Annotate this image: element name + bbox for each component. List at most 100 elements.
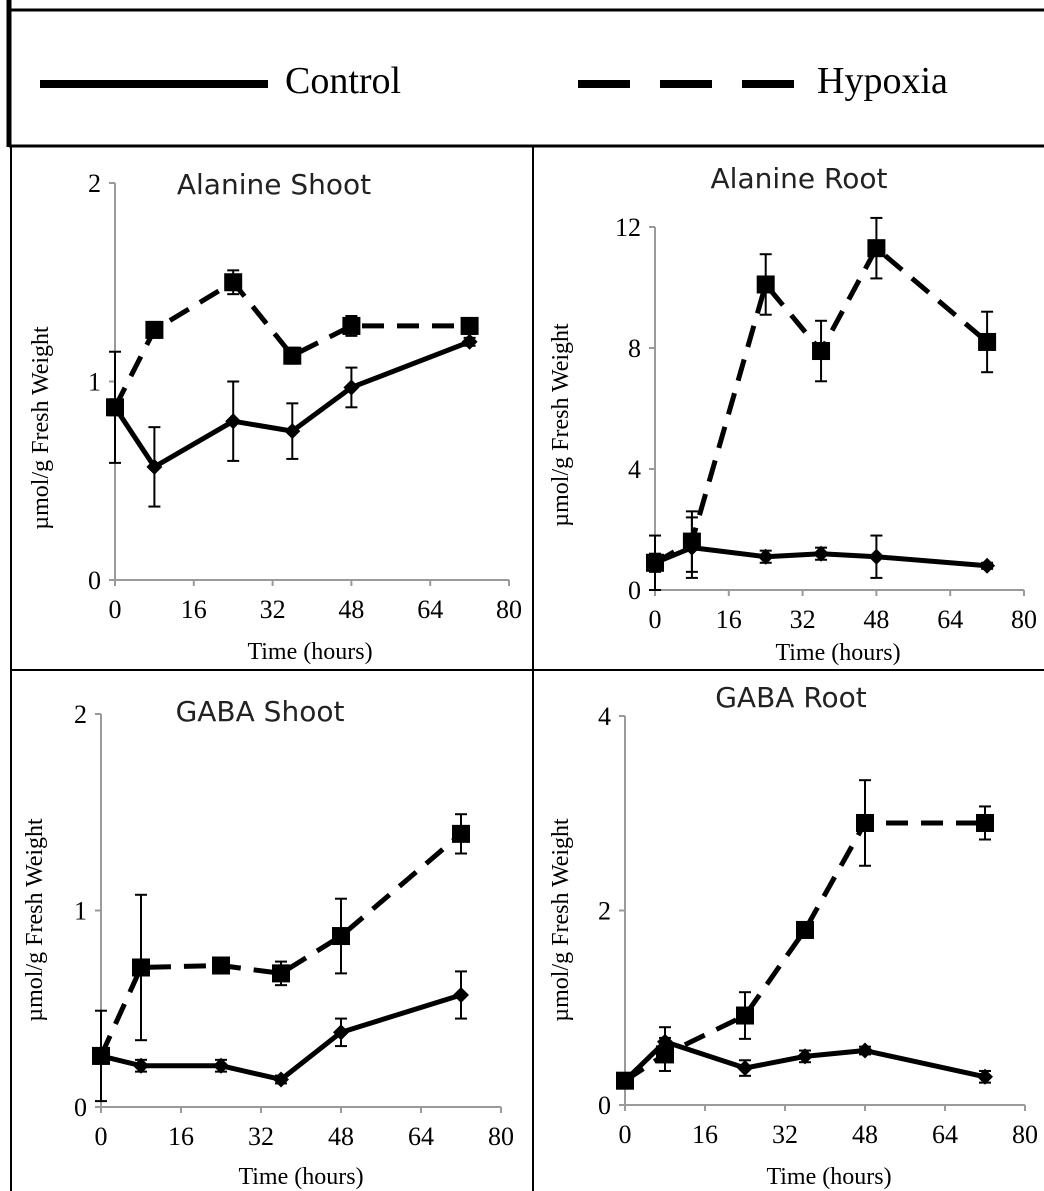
hypoxia-marker bbox=[796, 920, 814, 939]
hypoxia-marker bbox=[460, 316, 479, 335]
x-tick-label: 64 bbox=[932, 1120, 958, 1149]
panel-title: Alanine Shoot bbox=[177, 168, 371, 201]
y-tick-label: 0 bbox=[628, 576, 641, 605]
x-tick-label: 64 bbox=[937, 605, 963, 634]
control-marker bbox=[284, 423, 301, 440]
x-tick-label: 64 bbox=[417, 595, 443, 624]
x-tick-label: 48 bbox=[338, 595, 364, 624]
x-tick-label: 80 bbox=[488, 1122, 514, 1151]
y-tick-label: 1 bbox=[88, 368, 101, 397]
y-tick-label: 2 bbox=[74, 700, 87, 729]
control-marker bbox=[797, 1048, 813, 1065]
x-axis-label: Time (hours) bbox=[247, 639, 372, 665]
hypoxia-marker bbox=[212, 956, 230, 975]
x-tick-label: 0 bbox=[95, 1122, 108, 1151]
x-tick-label: 32 bbox=[248, 1122, 274, 1151]
x-axis-label: Time (hours) bbox=[775, 640, 900, 666]
control-marker bbox=[225, 413, 242, 430]
control-marker bbox=[737, 1060, 753, 1077]
x-tick-label: 16 bbox=[181, 595, 207, 624]
x-tick-label: 16 bbox=[692, 1120, 718, 1149]
control-marker bbox=[453, 986, 469, 1003]
hypoxia-marker bbox=[736, 1006, 754, 1025]
hypoxia-marker bbox=[283, 346, 302, 365]
y-axis-label: µmol/g Fresh Weight bbox=[548, 818, 574, 1022]
x-tick-label: 64 bbox=[408, 1122, 434, 1151]
y-axis-label: µmol/g Fresh Weight bbox=[548, 323, 574, 527]
x-axis-label: Time (hours) bbox=[766, 1164, 891, 1190]
y-tick-label: 2 bbox=[88, 169, 101, 198]
hypoxia-marker bbox=[145, 320, 164, 339]
hypoxia-marker bbox=[976, 813, 994, 832]
y-tick-label: 2 bbox=[598, 897, 611, 926]
plot-area: 0 1 2 0 16 32 48 64 80 bbox=[88, 169, 522, 624]
legend: Control Hypoxia bbox=[6, 0, 1044, 148]
panel-title: GABA Shoot bbox=[176, 695, 345, 728]
hypoxia-marker bbox=[452, 824, 470, 843]
y-tick-label: 12 bbox=[615, 213, 641, 242]
x-tick-label: 0 bbox=[619, 1120, 632, 1149]
x-tick-label: 16 bbox=[168, 1122, 194, 1151]
panel-alanine-shoot: Alanine Shoot µmol/g Fresh Weight Time (… bbox=[28, 168, 522, 665]
control-marker bbox=[857, 1042, 873, 1059]
x-tick-label: 48 bbox=[863, 605, 889, 634]
x-tick-label: 32 bbox=[790, 605, 816, 634]
hypoxia-marker bbox=[978, 332, 997, 351]
panel-gaba-root: GABA Root µmol/g Fresh Weight Time (hour… bbox=[548, 681, 1038, 1190]
plot-area: 0 1 2 0 16 32 48 64 80 bbox=[74, 700, 514, 1151]
hypoxia-marker bbox=[332, 927, 350, 946]
y-tick-label: 0 bbox=[88, 566, 101, 595]
control-marker bbox=[461, 333, 478, 350]
panel-gaba-shoot: GABA Shoot µmol/g Fresh Weight Time (hou… bbox=[22, 695, 514, 1190]
x-tick-label: 0 bbox=[109, 595, 122, 624]
y-tick-label: 8 bbox=[628, 334, 641, 363]
hypoxia-marker bbox=[682, 532, 701, 551]
control-marker bbox=[213, 1057, 229, 1074]
hypoxia-marker bbox=[616, 1071, 634, 1090]
hypoxia-marker bbox=[132, 958, 150, 977]
x-tick-label: 48 bbox=[852, 1120, 878, 1149]
control-series-line bbox=[112, 339, 471, 470]
y-tick-label: 4 bbox=[628, 455, 641, 484]
x-tick-label: 0 bbox=[649, 605, 662, 634]
y-tick-label: 0 bbox=[598, 1091, 611, 1120]
hypoxia-series-line bbox=[98, 831, 463, 1057]
control-marker bbox=[343, 379, 360, 396]
plot-area: 0 2 4 0 16 32 48 64 80 bbox=[598, 702, 1038, 1149]
control-marker bbox=[977, 1068, 993, 1085]
control-series-line bbox=[100, 992, 462, 1082]
x-axis-label: Time (hours) bbox=[238, 1164, 363, 1190]
y-tick-label: 1 bbox=[74, 897, 87, 926]
x-tick-label: 80 bbox=[496, 595, 522, 624]
panel-title: Alanine Root bbox=[711, 162, 888, 195]
hypoxia-marker bbox=[92, 1046, 110, 1065]
y-axis-label: µmol/g Fresh Weight bbox=[28, 326, 54, 530]
hypoxia-marker bbox=[867, 239, 886, 258]
legend-hypoxia-label: Hypoxia bbox=[817, 60, 948, 102]
hypoxia-marker bbox=[856, 813, 874, 832]
y-axis-label: µmol/g Fresh Weight bbox=[22, 818, 48, 1022]
control-marker bbox=[133, 1057, 149, 1074]
x-tick-label: 16 bbox=[716, 605, 742, 634]
hypoxia-marker bbox=[224, 273, 243, 292]
control-marker bbox=[868, 548, 885, 565]
hypoxia-marker bbox=[342, 316, 361, 335]
y-tick-label: 4 bbox=[598, 702, 611, 731]
control-marker bbox=[273, 1071, 289, 1088]
hypoxia-marker bbox=[272, 964, 290, 983]
hypoxia-marker bbox=[646, 553, 664, 572]
hypoxia-marker bbox=[656, 1045, 674, 1064]
x-tick-label: 48 bbox=[328, 1122, 354, 1151]
y-tick-label: 0 bbox=[74, 1093, 87, 1122]
panel-alanine-root: Alanine Root µmol/g Fresh Weight Time (h… bbox=[548, 162, 1037, 666]
panel-grid bbox=[10, 147, 1044, 1191]
x-tick-label: 32 bbox=[260, 595, 286, 624]
hypoxia-series-line bbox=[112, 279, 470, 409]
x-tick-label: 80 bbox=[1011, 605, 1037, 634]
control-marker bbox=[979, 557, 996, 574]
hypoxia-marker bbox=[756, 275, 775, 294]
x-tick-label: 32 bbox=[772, 1120, 798, 1149]
legend-control-label: Control bbox=[285, 60, 401, 102]
